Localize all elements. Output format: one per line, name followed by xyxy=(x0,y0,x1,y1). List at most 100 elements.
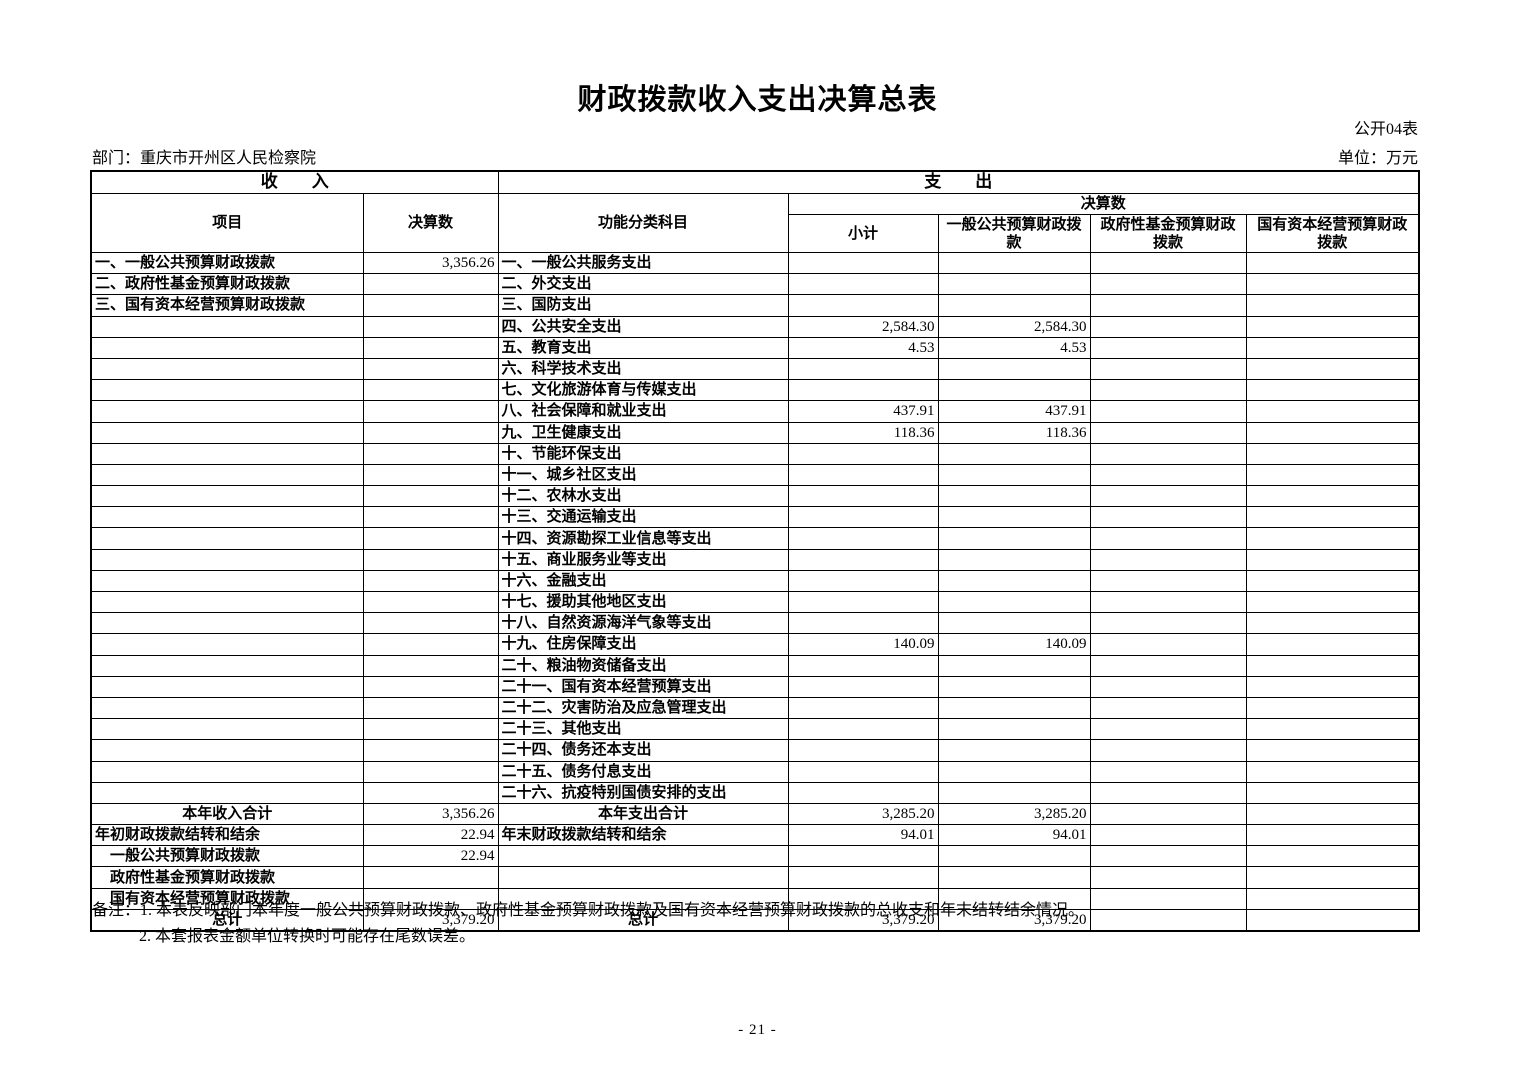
expense-item-cell: 六、科学技术支出 xyxy=(497,357,789,381)
income-value-cell xyxy=(362,654,499,677)
expense-item-cell: 十、节能环保支出 xyxy=(497,442,789,465)
expense-item-cell: 本年支出合计 xyxy=(497,802,789,826)
table-row: 二十六、抗疫特别国债安排的支出 xyxy=(90,781,1420,804)
income-value-cell xyxy=(362,421,499,444)
expense-item-cell: 十一、城乡社区支出 xyxy=(497,463,789,487)
general-budget-cell xyxy=(937,485,1091,508)
expense-item-cell: 二十三、其他支出 xyxy=(497,718,789,741)
general-budget-column-header: 一般公共预算财政拨 款 xyxy=(937,214,1091,253)
expense-item-cell: 十二、农林水支出 xyxy=(497,485,789,508)
subtotal-cell: 118.36 xyxy=(787,421,939,444)
table-row: 二、政府性基金预算财政拨款 二、外交支出 xyxy=(90,273,1420,296)
general-budget-cell xyxy=(937,718,1091,741)
state-capital-cell xyxy=(1245,294,1420,317)
gov-fund-cell xyxy=(1089,633,1247,656)
income-item-cell xyxy=(90,760,364,783)
table-row: 本年收入合计 3,356.26 本年支出合计 3,285.20 3,285.20 xyxy=(90,802,1420,826)
gov-fund-cell xyxy=(1089,442,1247,465)
income-value-cell xyxy=(362,294,499,317)
income-item-cell xyxy=(90,379,364,402)
subtotal-cell xyxy=(787,654,939,677)
expense-item-cell: 三、国防支出 xyxy=(497,294,789,317)
state-capital-cell xyxy=(1245,485,1420,508)
gov-fund-cell xyxy=(1089,718,1247,741)
expense-item-cell: 八、社会保障和就业支出 xyxy=(497,400,789,423)
general-budget-cell xyxy=(937,569,1091,593)
subtotal-cell xyxy=(787,379,939,402)
table-row: 十五、商业服务业等支出 xyxy=(90,548,1420,571)
table-row: 九、卫生健康支出 118.36 118.36 xyxy=(90,421,1420,444)
subtotal-cell: 140.09 xyxy=(787,633,939,656)
subtotal-cell xyxy=(787,760,939,783)
subtotal-cell: 4.53 xyxy=(787,336,939,359)
income-value-cell xyxy=(362,400,499,423)
expense-item-cell: 二十一、国有资本经营预算支出 xyxy=(497,675,789,698)
income-value-cell xyxy=(362,696,499,720)
general-budget-cell xyxy=(937,251,1091,275)
gov-fund-cell xyxy=(1089,675,1247,698)
income-value-cell xyxy=(362,612,499,635)
income-item-cell xyxy=(90,485,364,508)
income-item-cell xyxy=(90,421,364,444)
footnotes: 备注：1. 本表反映部门本年度一般公共预算财政拨款、政府性基金预算财政拨款及国有… xyxy=(92,898,1084,950)
income-item-cell: 二、政府性基金预算财政拨款 xyxy=(90,273,364,296)
gov-fund-cell xyxy=(1089,866,1247,889)
general-budget-cell xyxy=(937,463,1091,487)
gov-fund-cell xyxy=(1089,273,1247,296)
subtotal-cell xyxy=(787,251,939,275)
income-item-cell xyxy=(90,696,364,720)
income-item-cell xyxy=(90,357,364,381)
table-row: 六、科学技术支出 xyxy=(90,357,1420,381)
state-capital-cell xyxy=(1245,379,1420,402)
income-item-cell xyxy=(90,718,364,741)
footnote-line: 备注：1. 本表反映部门本年度一般公共预算财政拨款、政府性基金预算财政拨款及国有… xyxy=(92,902,1085,919)
general-budget-cell xyxy=(937,760,1091,783)
income-item-cell: 总计 xyxy=(90,908,364,932)
income-value-cell: 3,356.26 xyxy=(362,802,499,826)
subtotal-cell xyxy=(787,845,939,868)
table-row: 一般公共预算财政拨款 22.94 xyxy=(90,845,1420,868)
state-capital-cell xyxy=(1245,781,1420,804)
income-item-cell xyxy=(90,548,364,571)
income-value-cell xyxy=(362,506,499,529)
state-capital-cell xyxy=(1245,442,1420,465)
income-value-cell xyxy=(362,336,499,359)
expense-item-cell: 四、公共安全支出 xyxy=(497,315,789,338)
footnote-line: 2. 本套报表金额单位转换时可能存在尾数误差。 xyxy=(139,928,476,945)
expense-item-cell: 十八、自然资源海洋气象等支出 xyxy=(497,612,789,635)
subtotal-cell: 3,285.20 xyxy=(787,802,939,826)
expense-item-cell: 七、文化旅游体育与传媒支出 xyxy=(497,379,789,402)
general-budget-cell: 2,584.30 xyxy=(937,315,1091,338)
subtotal-cell xyxy=(787,273,939,296)
table-row: 二十三、其他支出 xyxy=(90,718,1420,741)
income-value-cell xyxy=(362,463,499,487)
state-capital-cell xyxy=(1245,548,1420,571)
general-budget-cell: 3,379.20 xyxy=(937,908,1091,932)
expense-item-cell: 十七、援助其他地区支出 xyxy=(497,590,789,614)
general-budget-cell xyxy=(937,294,1091,317)
general-budget-cell xyxy=(937,442,1091,465)
gov-fund-cell xyxy=(1089,548,1247,571)
subtotal-column-header: 小计 xyxy=(787,214,939,253)
gov-fund-cell xyxy=(1089,590,1247,614)
income-value-cell xyxy=(362,590,499,614)
state-capital-cell xyxy=(1245,273,1420,296)
gov-fund-cell xyxy=(1089,845,1247,868)
state-capital-cell xyxy=(1245,315,1420,338)
subtotal-cell: 2,584.30 xyxy=(787,315,939,338)
income-item-cell xyxy=(90,463,364,487)
income-value-cell xyxy=(362,442,499,465)
income-value-cell xyxy=(362,548,499,571)
general-budget-cell: 118.36 xyxy=(937,421,1091,444)
expense-item-cell: 一、一般公共服务支出 xyxy=(497,251,789,275)
gov-fund-cell xyxy=(1089,379,1247,402)
general-budget-cell xyxy=(937,675,1091,698)
income-value-cell xyxy=(362,675,499,698)
gov-fund-cell xyxy=(1089,251,1247,275)
expense-final-amount-header: 决算数 xyxy=(787,193,1420,215)
subtotal-cell: 3,379.20 xyxy=(787,908,939,932)
state-capital-cell xyxy=(1245,421,1420,444)
expense-item-cell: 十四、资源勘探工业信息等支出 xyxy=(497,527,789,550)
subtotal-cell xyxy=(787,675,939,698)
income-item-cell xyxy=(90,654,364,677)
